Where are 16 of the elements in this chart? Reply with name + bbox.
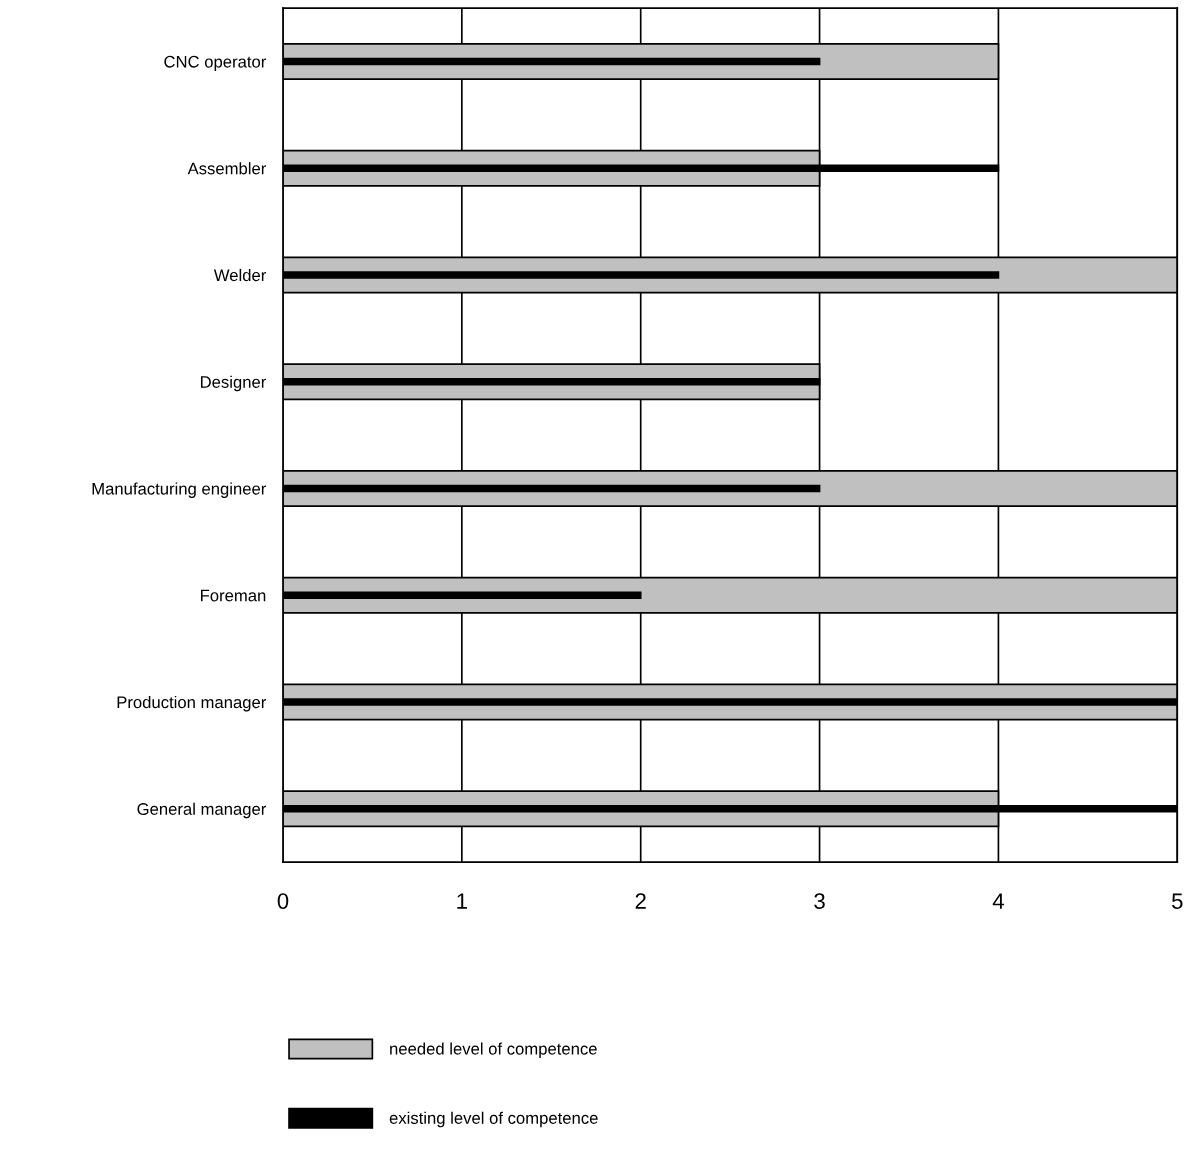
x-tick-label: 5 (1171, 893, 1183, 909)
y-tick-label: General manager (137, 802, 267, 819)
x-tick-label: 4 (992, 893, 1004, 909)
legend-label: needed level of competence (390, 1042, 597, 1058)
y-tick-label: Designer (200, 375, 267, 392)
y-tick-label: Assembler (187, 162, 267, 175)
legend-label: existing level of competence (389, 1111, 598, 1128)
x-tick-label: 3 (814, 893, 825, 909)
y-tick-label: CNC operator (164, 55, 267, 71)
y-tick-label: Foreman (200, 589, 266, 602)
x-tick-label: 1 (457, 893, 467, 909)
x-tick-label: 2 (635, 893, 646, 909)
y-tick-label: Production manager (117, 695, 267, 712)
y-tick-label: Welder (213, 268, 267, 282)
y-tick-label: Manufacturing engineer (92, 482, 267, 498)
x-tick-label: 0 (277, 893, 289, 909)
